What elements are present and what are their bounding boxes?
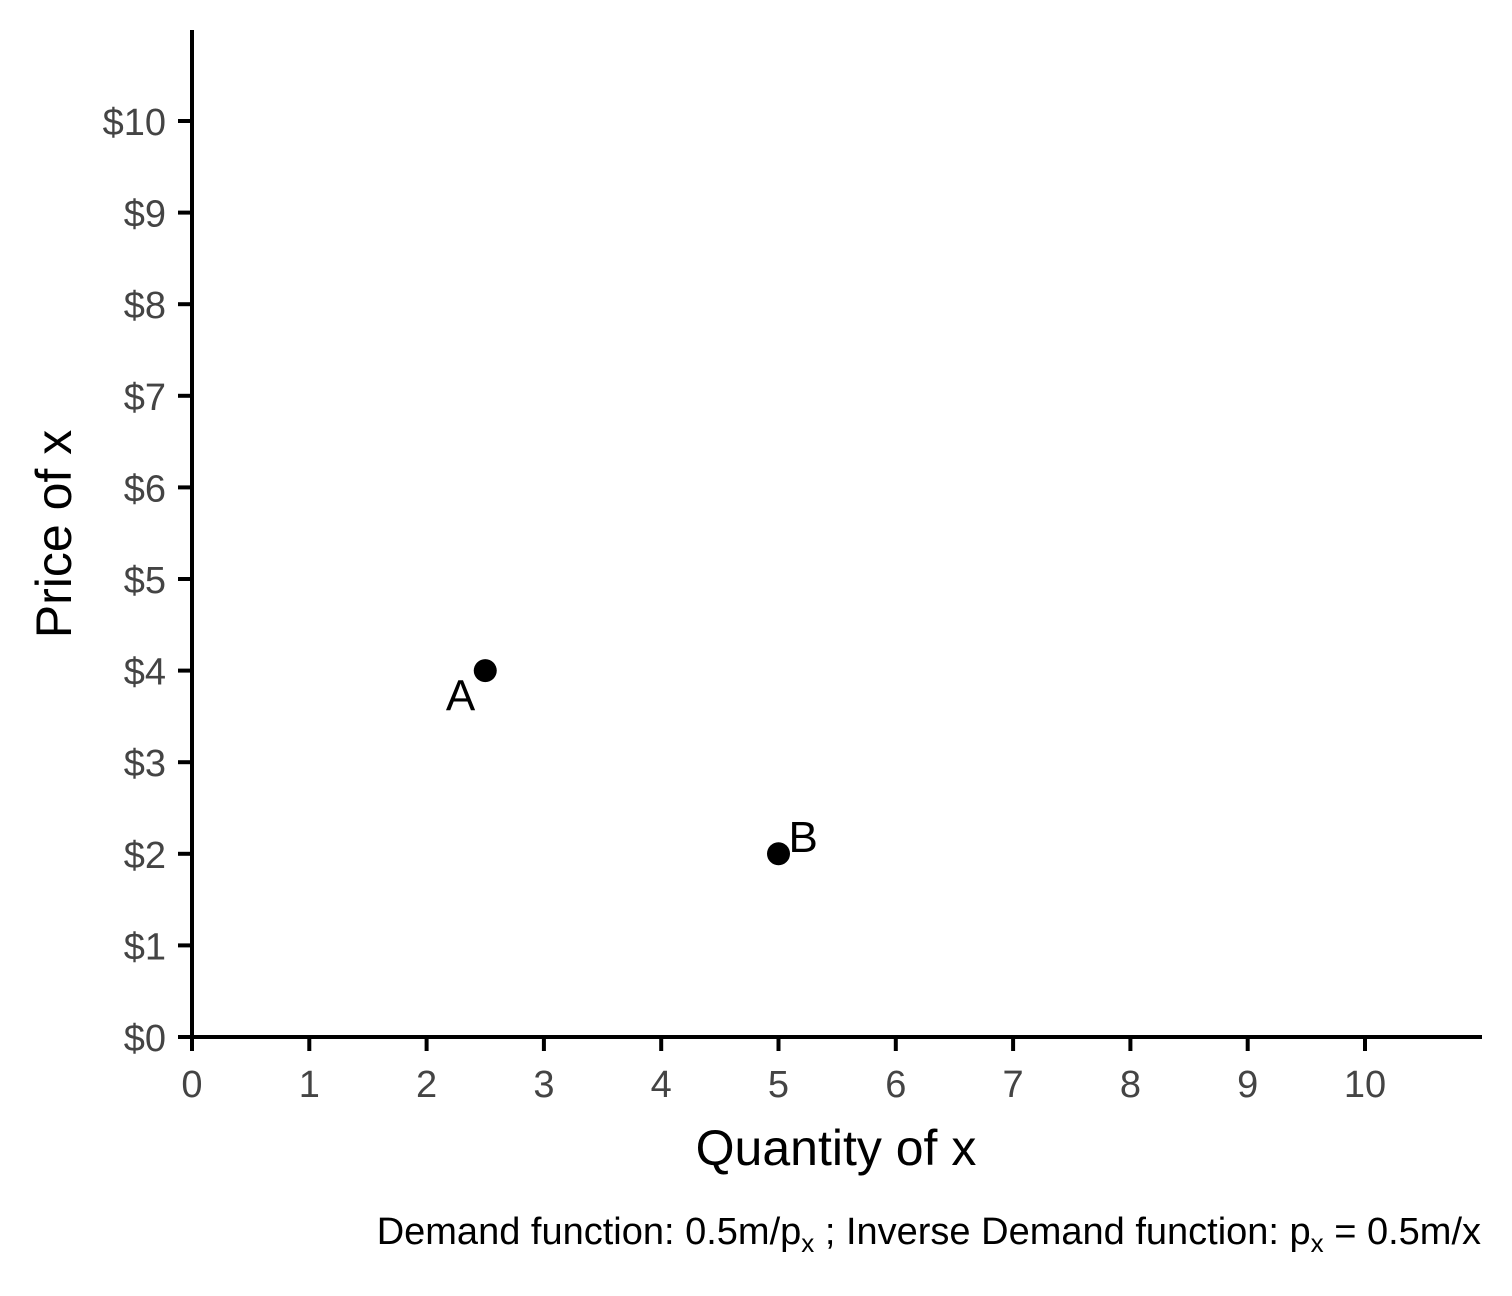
chart-caption: Demand function: 0.5m/px ; Inverse Deman… xyxy=(377,1211,1481,1258)
y-tick-label: $9 xyxy=(124,194,166,236)
data-points: AB xyxy=(446,659,818,866)
y-tick-label: $10 xyxy=(103,102,166,144)
x-tick-label: 4 xyxy=(651,1064,672,1106)
axes xyxy=(190,30,1482,1039)
x-tick-label: 3 xyxy=(533,1064,554,1106)
y-axis-ticks: $0 $1 $2 $3 $4 $5 $6 $7 $8 $9 $10 xyxy=(103,102,192,1060)
y-tick-label: $0 xyxy=(124,1018,166,1060)
point-label-b: B xyxy=(789,813,818,862)
y-tick-label: $3 xyxy=(124,743,166,785)
x-axis-title: Quantity of x xyxy=(696,1120,977,1176)
y-tick-label: $4 xyxy=(124,652,166,694)
x-tick-label: 1 xyxy=(299,1064,320,1106)
x-tick-label: 9 xyxy=(1237,1064,1258,1106)
y-tick-label: $8 xyxy=(124,285,166,327)
y-tick-label: $5 xyxy=(124,560,166,602)
x-axis-ticks: 0 1 2 3 4 5 6 7 8 9 10 xyxy=(181,1037,1386,1106)
x-tick-label: 6 xyxy=(885,1064,906,1106)
x-tick-label: 5 xyxy=(768,1064,789,1106)
x-tick-label: 8 xyxy=(1120,1064,1141,1106)
x-tick-label: 7 xyxy=(1003,1064,1024,1106)
y-tick-label: $7 xyxy=(124,377,166,419)
data-point-b xyxy=(767,842,790,866)
point-label-a: A xyxy=(446,672,476,721)
y-axis-title: Price of x xyxy=(26,430,82,638)
x-tick-label: 0 xyxy=(181,1064,202,1106)
y-tick-label: $6 xyxy=(124,468,166,510)
x-tick-label: 2 xyxy=(416,1064,437,1106)
y-tick-label: $2 xyxy=(124,835,166,877)
y-tick-label: $1 xyxy=(124,926,166,968)
data-point-a xyxy=(473,659,497,683)
x-tick-label: 10 xyxy=(1344,1064,1386,1106)
